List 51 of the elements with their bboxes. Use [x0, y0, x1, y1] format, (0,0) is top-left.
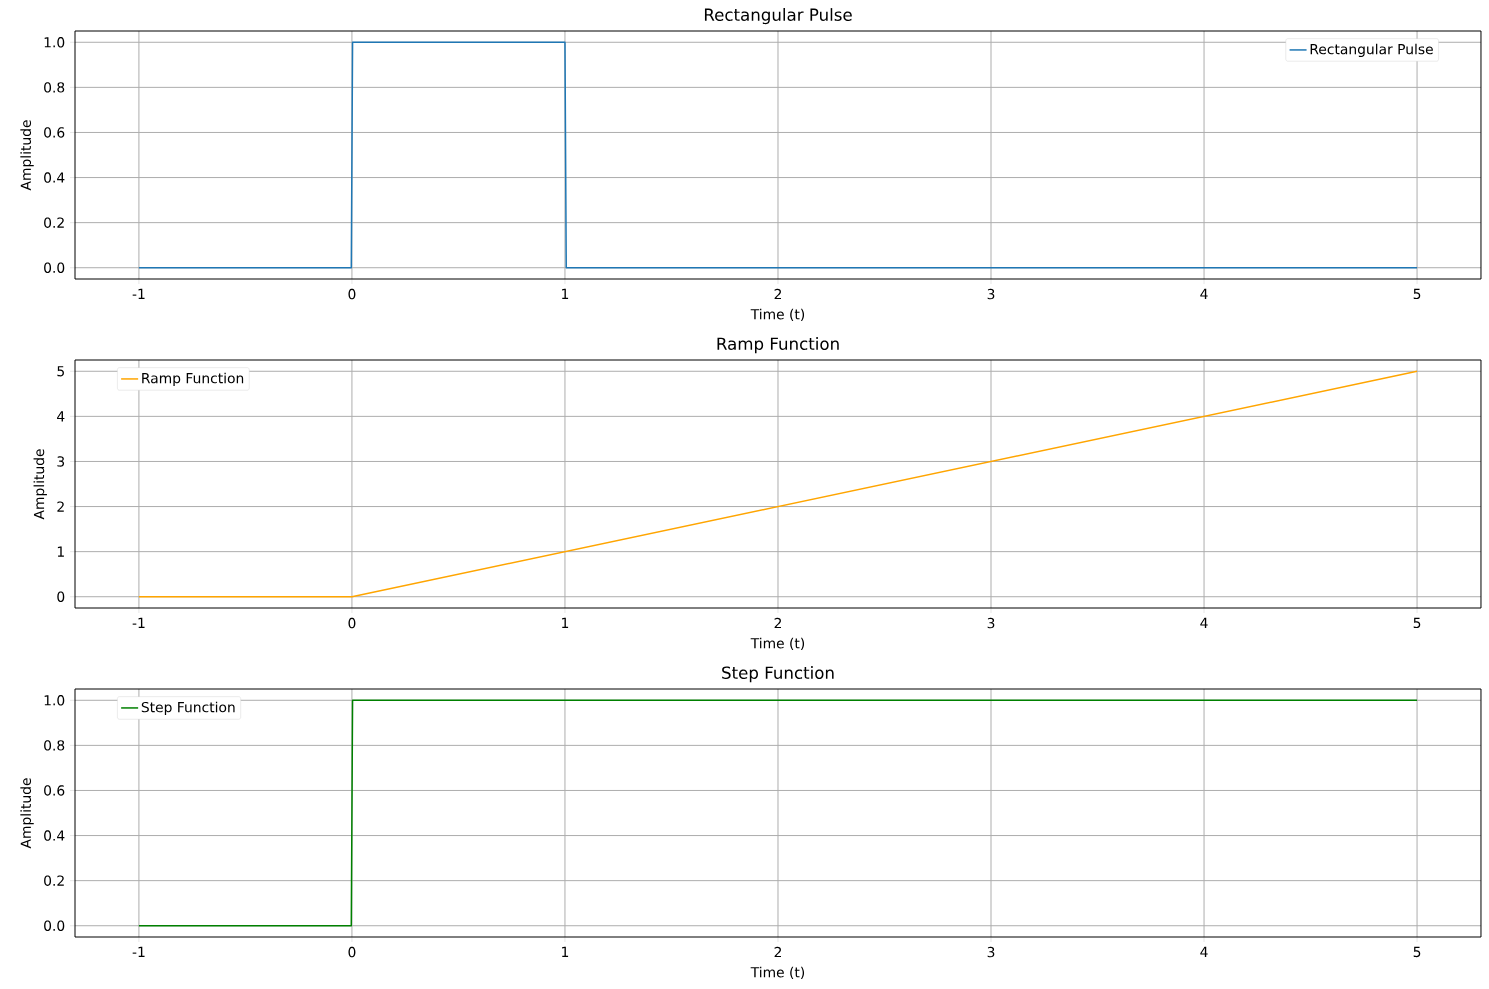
legend-label: Step Function	[141, 701, 235, 716]
x-tick-label: 5	[1413, 946, 1421, 958]
x-tick-label: 4	[1200, 617, 1208, 628]
x-tick-label: 0	[348, 617, 356, 629]
x-tick-label: 5	[1413, 288, 1421, 300]
x-tick-label: 0	[348, 946, 356, 958]
x-tick-label: 2	[774, 288, 781, 300]
y-tick-label: 0.2	[44, 875, 64, 886]
y-tick-label: 1	[57, 546, 64, 557]
y-axis-title: Amplitude	[20, 120, 34, 191]
y-tick-label: 0	[57, 591, 65, 602]
x-tick-label: 5	[1413, 617, 1421, 629]
y-tick-label: 3	[57, 456, 65, 467]
x-tick-label: 1	[562, 288, 569, 299]
y-tick-label: 0.8	[44, 82, 65, 93]
x-tick-label: 3	[987, 617, 995, 629]
x-tick-label: 3	[987, 946, 995, 958]
y-tick-label: 1.0	[44, 37, 65, 48]
x-axis-title: Time (t)	[750, 966, 805, 980]
x-tick-label: 1	[562, 946, 569, 957]
y-tick-label: 1.0	[44, 695, 65, 706]
y-tick-label: 0.6	[44, 127, 65, 138]
y-tick-label: 0.0	[44, 920, 65, 931]
y-tick-label: 0.4	[44, 172, 65, 183]
x-axis-title: Time (t)	[750, 308, 805, 322]
x-axis-title: Time (t)	[750, 637, 805, 651]
chart-title: Step Function	[722, 666, 834, 683]
x-tick-label: -1	[132, 946, 145, 957]
x-tick-label: 4	[1200, 288, 1208, 299]
x-tick-label: -1	[132, 617, 145, 628]
y-tick-label: 4	[57, 411, 65, 422]
x-tick-label: 1	[562, 617, 569, 628]
y-tick-label: 0.8	[44, 740, 65, 751]
x-tick-label: 4	[1200, 946, 1208, 957]
legend-label: Ramp Function	[142, 372, 244, 387]
x-tick-label: 0	[348, 288, 356, 300]
x-tick-label: 3	[987, 288, 995, 300]
y-tick-label: 2	[57, 501, 64, 512]
y-tick-label: 5	[57, 366, 64, 377]
x-tick-label: 2	[774, 617, 781, 629]
legend-label: Rectangular Pulse	[1310, 43, 1433, 58]
y-tick-label: 0.0	[44, 262, 65, 273]
chart-title: Ramp Function	[717, 337, 839, 354]
y-axis-title: Amplitude	[33, 449, 47, 520]
y-tick-label: 0.6	[44, 785, 65, 796]
y-axis-title: Amplitude	[20, 778, 34, 849]
chart-title: Rectangular Pulse	[704, 8, 852, 25]
y-tick-label: 0.4	[44, 830, 65, 841]
x-tick-label: 2	[774, 946, 781, 958]
x-tick-label: -1	[132, 288, 145, 299]
y-tick-label: 0.2	[44, 217, 64, 228]
